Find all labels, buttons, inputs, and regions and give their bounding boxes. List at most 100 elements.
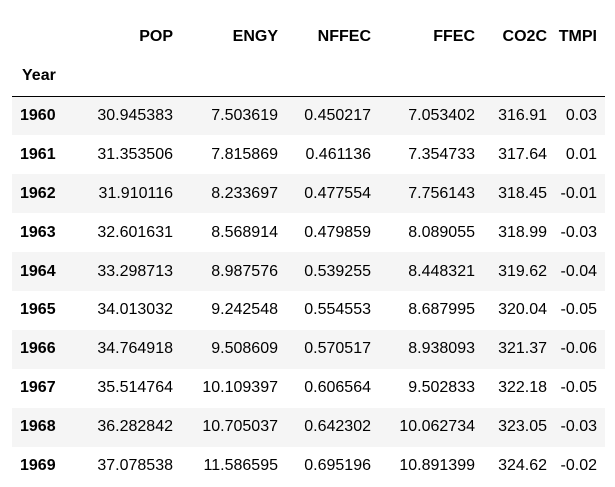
table-cell: 8.568914 (211, 223, 278, 241)
column-header: NFFEC (317, 28, 371, 45)
table-cell: -0.01 (560, 184, 597, 202)
table-cell: 8.089055 (408, 223, 475, 241)
table-cell: -0.05 (560, 301, 597, 319)
table-cell: 7.053402 (408, 107, 475, 125)
table-row: 1967 35.514764 10.109397 0.606564 9.502833 32… (12, 368, 605, 408)
table-cell: 36.282842 (97, 418, 173, 436)
table-cell: 30.945383 (97, 107, 173, 125)
table-cell: 7.354733 (408, 145, 475, 163)
header-blank-cell (483, 56, 555, 97)
row-index-year: 1968 (20, 418, 56, 436)
index-name: Year (22, 67, 56, 84)
table-cell: 0.570517 (304, 340, 371, 358)
row-index-year: 1969 (20, 456, 56, 474)
table-cell: 32.601631 (97, 223, 173, 241)
table-cell: 0.01 (565, 145, 597, 163)
table-cell: 316.91 (498, 107, 547, 125)
index-name-row: Year (12, 56, 605, 97)
row-index-year: 1961 (20, 145, 56, 163)
table-cell: 37.078538 (97, 456, 173, 474)
column-header: TMPI (558, 28, 597, 45)
table-cell: 0.554553 (304, 301, 371, 319)
table-cell: 318.99 (498, 223, 547, 241)
header-blank-cell (181, 56, 286, 97)
table-cell: 31.910116 (98, 184, 173, 202)
table-cell: 9.502833 (408, 379, 475, 397)
table-cell: 0.461136 (305, 145, 371, 163)
row-index-year: 1964 (20, 262, 56, 280)
row-index-year: 1962 (20, 184, 56, 202)
table-cell: 321.37 (498, 340, 547, 358)
table-cell: 323.05 (498, 418, 547, 436)
table-row: 1965 34.013032 9.242548 0.554553 8.687995 320… (12, 290, 605, 330)
header-blank-cell (379, 56, 483, 97)
header-blank-cell (12, 18, 74, 56)
table-cell: 7.503619 (211, 107, 278, 125)
table-cell: 0.03 (565, 107, 597, 125)
table-cell: 0.642302 (304, 418, 371, 436)
table-cell: 10.062734 (399, 418, 475, 436)
table-cell: 7.756143 (408, 184, 475, 202)
table-row: 1969 37.078538 11.586595 0.695196 10.891399 3… (12, 446, 605, 486)
table-cell: -0.06 (560, 340, 597, 358)
table-cell: 319.62 (498, 262, 547, 280)
column-header-row: POP ENGY NFFEC FFEC CO2C TMPI (12, 18, 605, 56)
row-index-year: 1963 (20, 223, 56, 241)
table-cell: -0.03 (560, 223, 597, 241)
table-cell: 8.233697 (211, 184, 278, 202)
table-cell: 10.891399 (399, 456, 475, 474)
table-cell: 31.353506 (97, 145, 173, 163)
table-cell: 9.242548 (211, 301, 278, 319)
table-cell: 0.479859 (304, 223, 371, 241)
table-cell: -0.02 (560, 456, 597, 474)
row-index-year: 1960 (20, 107, 56, 125)
table-cell: 0.606564 (304, 379, 371, 397)
header-blank-cell (74, 56, 181, 97)
table-row: 1964 33.298713 8.987576 0.539255 8.448321 319… (12, 252, 605, 291)
table-cell: 35.514764 (97, 379, 173, 397)
table-cell: 0.695196 (304, 456, 371, 474)
row-index-year: 1965 (20, 301, 56, 319)
table-cell: 0.539255 (304, 262, 371, 280)
table-body: 1960 30.945383 7.503619 0.450217 7.053402 316… (12, 96, 605, 486)
table-cell: 9.508609 (211, 340, 278, 358)
table-cell: 8.938093 (408, 340, 475, 358)
table-cell: -0.05 (560, 379, 597, 397)
table-row: 1968 36.282842 10.705037 0.642302 10.062734 3… (12, 407, 605, 447)
table-cell: 34.764918 (97, 340, 173, 358)
table-row: 1962 31.910116 8.233697 0.477554 7.756143 318… (12, 174, 605, 214)
table-cell: 10.109397 (202, 379, 278, 397)
row-index-year: 1967 (20, 379, 56, 397)
table-cell: 8.448321 (408, 262, 475, 280)
table-cell: 0.477554 (304, 184, 371, 202)
row-index-year: 1966 (20, 340, 56, 358)
column-header: POP (139, 28, 173, 45)
table-cell: 8.687995 (408, 301, 475, 319)
table-cell: 34.013032 (97, 301, 173, 319)
table-row: 1961 31.353506 7.815869 0.461136 7.354733 317… (12, 135, 605, 175)
header-blank-cell (286, 56, 379, 97)
table-cell: -0.03 (560, 418, 597, 436)
table-cell: 8.987576 (211, 262, 278, 280)
column-header: FFEC (433, 28, 475, 45)
table-cell: 10.705037 (202, 418, 278, 436)
table-cell: 322.18 (498, 379, 547, 397)
column-header: ENGY (232, 28, 278, 45)
table-cell: 33.298713 (97, 262, 173, 280)
table-header: POP ENGY NFFEC FFEC CO2C TMPI Year (12, 18, 605, 97)
table-row: 1963 32.601631 8.568914 0.479859 8.089055 318… (12, 213, 605, 253)
table-row: 1966 34.764918 9.508609 0.570517 8.938093 321… (12, 329, 605, 369)
table-cell: 7.815869 (211, 145, 278, 163)
dataframe-table: POP ENGY NFFEC FFEC CO2C TMPI Year 1960 3… (12, 18, 605, 486)
column-header: CO2C (502, 28, 547, 45)
table-cell: 11.586595 (203, 456, 278, 474)
header-blank-cell (555, 56, 605, 97)
table-cell: 320.04 (498, 301, 547, 319)
table-cell: 317.64 (498, 145, 547, 163)
table-cell: 318.45 (498, 184, 547, 202)
table-cell: 0.450217 (304, 107, 371, 125)
table-cell: 324.62 (498, 456, 547, 474)
table-cell: -0.04 (560, 262, 597, 280)
table-row: 1960 30.945383 7.503619 0.450217 7.053402 316… (12, 96, 605, 136)
